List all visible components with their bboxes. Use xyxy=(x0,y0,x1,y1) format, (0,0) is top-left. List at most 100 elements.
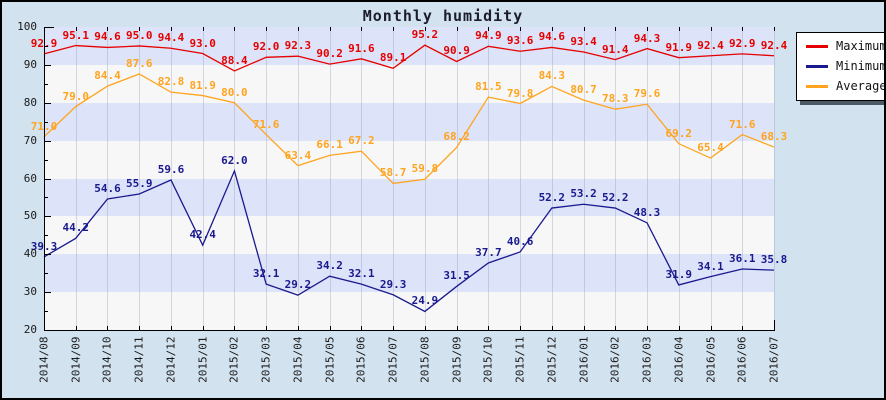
value-label: 79.6 xyxy=(633,87,661,101)
y-axis-major-tick xyxy=(45,27,51,28)
gridline xyxy=(234,27,236,330)
x-axis-label: 2016/04 xyxy=(672,336,686,383)
value-label: 62.0 xyxy=(221,153,248,167)
x-axis-label: 2015/04 xyxy=(291,336,305,383)
value-label: 94.4 xyxy=(157,31,185,45)
x-axis-top-tick xyxy=(456,27,458,31)
x-axis-label: 2016/07 xyxy=(767,336,781,383)
value-label: 80.7 xyxy=(570,83,597,97)
legend-item-maximum: Maximum xyxy=(806,39,886,53)
y-axis-minor-tick xyxy=(45,121,48,123)
x-axis-label: 2014/10 xyxy=(100,336,114,383)
legend-item-average: Average xyxy=(806,80,884,93)
y-axis-label: 60 xyxy=(23,171,37,185)
gridline xyxy=(742,27,744,330)
x-axis-tick xyxy=(202,326,204,330)
y-axis-label: 30 xyxy=(23,285,37,299)
series-line-maximum xyxy=(43,44,775,72)
legend-average-line-icon xyxy=(806,85,828,88)
series-line-minimum xyxy=(43,168,775,313)
gridline xyxy=(170,27,172,330)
gridline xyxy=(266,27,268,330)
value-label: 81.5 xyxy=(475,80,502,94)
value-label: 91.4 xyxy=(602,42,629,56)
value-label: 31.5 xyxy=(443,269,470,283)
value-label: 55.9 xyxy=(125,177,153,191)
chart-title: Monthly humidity xyxy=(362,7,524,25)
value-label: 34.2 xyxy=(316,259,343,273)
gridline xyxy=(297,27,299,330)
value-label: 65.4 xyxy=(697,141,724,155)
value-label: 94.6 xyxy=(94,30,121,44)
value-label: 78.3 xyxy=(602,92,629,106)
value-label: 91.6 xyxy=(348,41,375,55)
value-label: 88.4 xyxy=(221,53,248,67)
x-axis-tick xyxy=(424,326,426,330)
y-axis-minor-tick xyxy=(45,159,48,161)
value-label: 93.4 xyxy=(570,34,597,48)
value-label: 32.1 xyxy=(252,267,280,281)
y-axis-major-tick xyxy=(45,64,51,66)
x-axis-label: 2015/02 xyxy=(227,336,241,383)
x-axis-top-tick xyxy=(44,27,45,31)
value-label: 53.2 xyxy=(570,187,597,201)
gridline xyxy=(774,27,775,330)
x-axis-tick xyxy=(75,326,77,330)
value-label: 48.3 xyxy=(633,205,661,219)
y-axis-label: 50 xyxy=(23,209,37,223)
value-label: 92.3 xyxy=(284,39,312,53)
value-label: 79.0 xyxy=(62,89,89,103)
value-label: 84.4 xyxy=(94,69,121,83)
x-axis-tick xyxy=(266,326,268,330)
y-axis-major-tick xyxy=(45,102,51,104)
x-axis-tick xyxy=(44,326,45,330)
value-label: 66.1 xyxy=(316,138,343,152)
x-axis-top-tick xyxy=(297,27,299,31)
x-axis-tick xyxy=(456,326,458,330)
x-axis-tick xyxy=(329,326,331,330)
x-axis-tick xyxy=(710,326,712,330)
legend-maximum-label: Maximum xyxy=(836,39,886,53)
value-label: 84.3 xyxy=(538,69,566,83)
x-axis-label: 2015/11 xyxy=(513,336,527,383)
y-axis-minor-tick xyxy=(45,197,48,199)
y-axis-major-tick xyxy=(45,140,51,142)
value-label: 52.2 xyxy=(602,191,629,205)
x-axis-top-tick xyxy=(202,27,204,31)
value-label: 67.2 xyxy=(348,134,375,148)
value-label: 68.2 xyxy=(443,130,470,144)
y-axis-label: 80 xyxy=(23,95,37,109)
x-axis-label: 2016/02 xyxy=(608,336,622,383)
plot-band xyxy=(44,216,774,255)
x-axis-tick xyxy=(742,326,744,330)
value-label: 80.0 xyxy=(221,85,248,99)
legend-maximum-line-icon xyxy=(806,45,828,48)
right-border-stub xyxy=(774,320,775,331)
value-label: 81.9 xyxy=(189,78,216,92)
x-axis-top-tick xyxy=(139,27,141,31)
legend: Maximum Minimum Average xyxy=(796,32,886,101)
x-axis-label: 2015/08 xyxy=(418,336,432,383)
x-axis-label: 2014/08 xyxy=(37,336,51,383)
x-axis-label: 2015/10 xyxy=(481,336,495,383)
x-axis-top-tick xyxy=(361,27,363,31)
y-axis-major-tick xyxy=(45,292,51,294)
value-label: 93.6 xyxy=(506,34,534,48)
x-axis-line xyxy=(44,330,774,331)
x-axis-label: 2016/01 xyxy=(577,336,591,383)
value-label: 24.9 xyxy=(411,294,439,308)
value-label: 92.4 xyxy=(760,38,788,52)
x-axis-label: 2015/05 xyxy=(323,336,337,383)
value-label: 82.8 xyxy=(157,75,185,89)
x-axis-top-tick xyxy=(742,27,744,31)
value-label: 94.6 xyxy=(538,30,566,44)
y-axis-minor-tick xyxy=(45,235,48,237)
gridline xyxy=(107,27,109,330)
plot-band xyxy=(44,292,774,330)
value-label: 37.7 xyxy=(475,245,502,259)
value-label: 29.2 xyxy=(284,278,312,292)
value-label: 36.1 xyxy=(729,252,756,266)
value-label: 90.2 xyxy=(316,47,343,61)
value-label: 58.7 xyxy=(379,166,407,180)
x-axis-top-tick xyxy=(774,27,775,31)
